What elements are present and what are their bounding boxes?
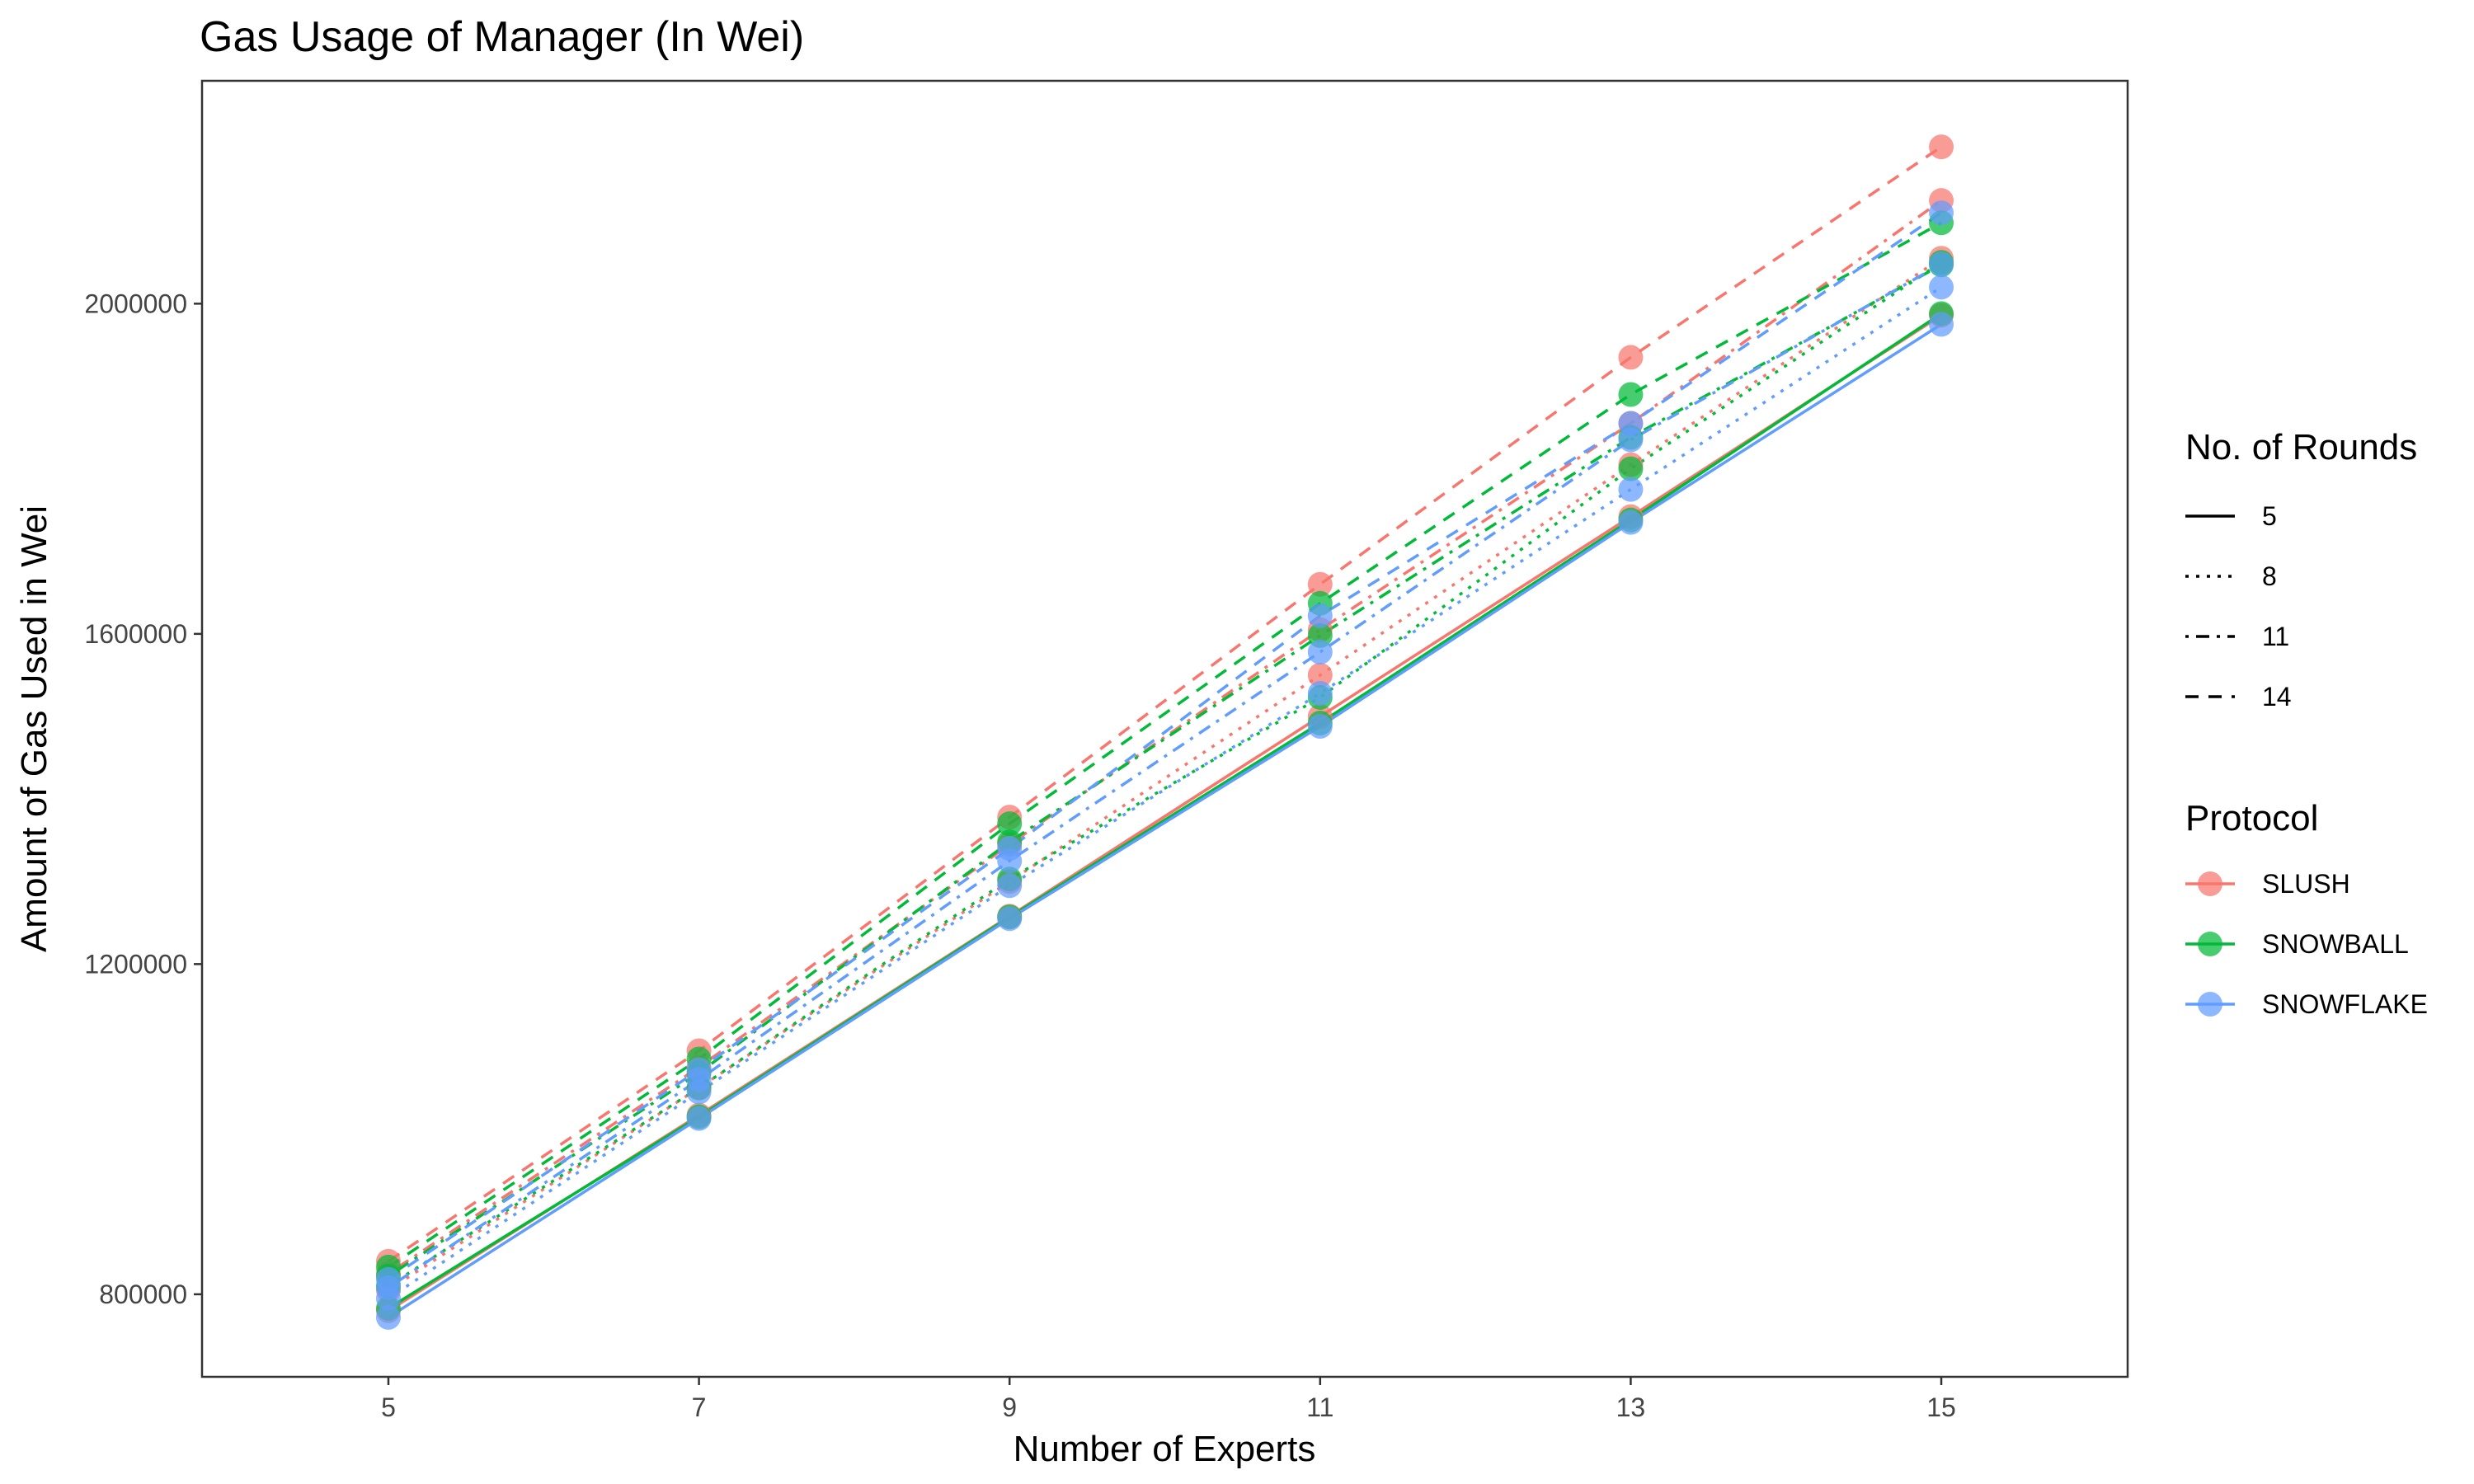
data-point-snowflake-8 bbox=[1307, 680, 1333, 706]
y-axis-label: Amount of Gas Used in Wei bbox=[14, 505, 54, 952]
series-line-snowball-5 bbox=[388, 312, 1943, 1310]
y-tick-label: 2000000 bbox=[84, 289, 187, 318]
series-line-snowflake-11 bbox=[387, 262, 1942, 1289]
x-tick-label: 13 bbox=[1616, 1392, 1646, 1422]
data-point-snowflake-5 bbox=[686, 1106, 712, 1131]
data-point-snowflake-14 bbox=[1618, 411, 1644, 436]
y-axis: 800000 1200000 1600000 2000000 bbox=[84, 289, 202, 1309]
y-tick-label: 1600000 bbox=[84, 619, 187, 649]
legend: No. of Rounds 5 8 11 14 Protocol SLUSH SNOWBALL… bbox=[2185, 427, 2428, 1019]
legend-label-protocol: SNOWFLAKE bbox=[2262, 989, 2428, 1019]
chart-title: Gas Usage of Manager (In Wei) bbox=[200, 13, 804, 61]
data-point-slush-8 bbox=[1307, 662, 1333, 688]
data-point-snowflake-8 bbox=[1929, 275, 1954, 300]
data-point-snowflake-14 bbox=[997, 836, 1023, 862]
series-line-slush-14 bbox=[387, 145, 1943, 1263]
legend-label-protocol: SLUSH bbox=[2262, 869, 2350, 899]
data-point-snowflake-14 bbox=[1307, 603, 1333, 628]
data-point-slush-14 bbox=[1307, 571, 1333, 597]
legend-key-protocol-point bbox=[2198, 932, 2222, 956]
series-line-slush-5 bbox=[388, 313, 1942, 1313]
data-point-snowflake-5 bbox=[997, 906, 1023, 932]
legend-title-rounds: No. of Rounds bbox=[2185, 427, 2417, 467]
series-line-snowflake-14 bbox=[387, 211, 1943, 1281]
x-tick-label: 9 bbox=[1002, 1392, 1017, 1422]
data-point-snowflake-14 bbox=[686, 1057, 712, 1082]
legend-label-rounds: 5 bbox=[2262, 501, 2277, 531]
data-point-snowball-14 bbox=[997, 811, 1023, 837]
y-tick-label: 1200000 bbox=[84, 949, 187, 979]
data-point-snowflake-8 bbox=[997, 873, 1023, 899]
x-tick-label: 5 bbox=[381, 1392, 396, 1422]
legend-title-protocol: Protocol bbox=[2185, 798, 2318, 838]
legend-key-protocol-point bbox=[2198, 992, 2222, 1017]
data-point-slush-14 bbox=[1618, 345, 1644, 370]
data-point-snowflake-14 bbox=[375, 1266, 401, 1292]
data-point-snowflake-14 bbox=[1929, 200, 1954, 226]
legend-label-rounds: 8 bbox=[2262, 561, 2277, 591]
data-point-snowflake-5 bbox=[1307, 713, 1333, 739]
y-tick-label: 800000 bbox=[99, 1280, 187, 1309]
series-line-snowball-14 bbox=[387, 221, 1942, 1269]
data-point-slush-14 bbox=[1929, 134, 1954, 160]
plot-panel-border bbox=[200, 79, 2129, 1378]
x-axis: 5 7 9 11 13 15 bbox=[381, 1377, 1956, 1422]
data-point-snowflake-11 bbox=[1307, 639, 1333, 665]
data-point-snowball-14 bbox=[1618, 382, 1644, 407]
data-point-snowflake-5 bbox=[1618, 510, 1644, 535]
data-point-snowflake-5 bbox=[375, 1304, 401, 1330]
legend-label-rounds: 14 bbox=[2262, 682, 2292, 711]
x-tick-label: 11 bbox=[1306, 1392, 1333, 1422]
plot-area bbox=[375, 134, 1954, 1330]
series-line-snowball-8 bbox=[388, 261, 1943, 1288]
data-point-snowball-8 bbox=[1618, 456, 1644, 481]
data-point-snowflake-11 bbox=[1929, 251, 1954, 277]
legend-label-protocol: SNOWBALL bbox=[2262, 929, 2409, 959]
data-point-snowflake-5 bbox=[1929, 312, 1954, 337]
series-line-snowflake-5 bbox=[388, 322, 1942, 1319]
series-line-snowflake-8 bbox=[387, 285, 1942, 1300]
x-tick-label: 7 bbox=[692, 1392, 707, 1422]
legend-key-protocol-point bbox=[2198, 871, 2222, 896]
legend-label-rounds: 11 bbox=[2262, 622, 2289, 651]
series-line-slush-8 bbox=[388, 256, 1943, 1292]
series-line-slush-11 bbox=[387, 199, 1943, 1275]
series-line-snowball-11 bbox=[388, 263, 1942, 1278]
data-point-snowflake-8 bbox=[1618, 477, 1644, 502]
x-tick-label: 15 bbox=[1926, 1392, 1956, 1422]
x-axis-label: Number of Experts bbox=[1014, 1429, 1316, 1469]
